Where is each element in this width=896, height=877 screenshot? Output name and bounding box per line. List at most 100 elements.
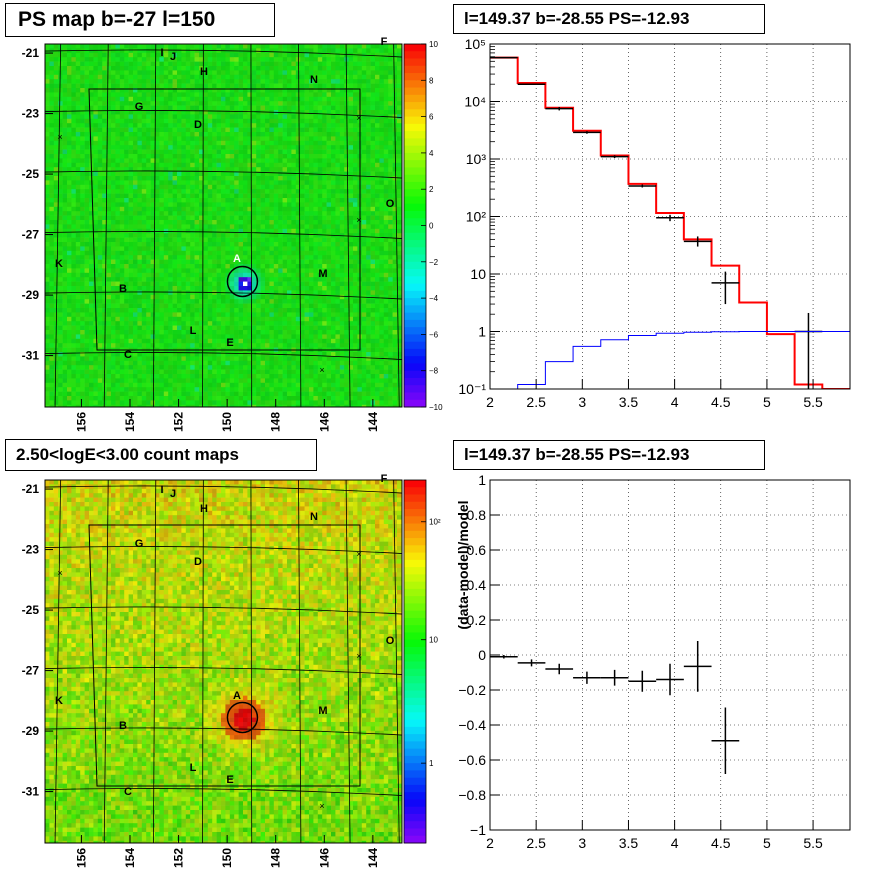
ps-pixel [225,224,231,230]
ps-pixel [115,149,121,155]
ps-pixel [287,189,292,194]
ps-pixel [177,118,182,124]
ps-pixel [115,290,121,296]
ps-pixel [89,233,94,238]
ps-pixel [273,281,279,287]
ps-pixel [177,57,182,62]
ps-pixel [67,74,72,80]
ps-pixel [229,154,235,159]
ps-pixel [141,79,147,84]
ps-pixel [181,189,187,194]
ps-pixel [366,96,371,102]
ps-pixel [304,255,310,260]
ps-pixel [366,272,371,278]
ps-pixel [190,259,195,265]
ps-pixel [295,272,301,278]
ps-pixel [190,101,195,106]
ps-pixel [225,162,231,168]
ps-pixel [278,255,283,260]
ps-pixel [392,211,398,216]
ps-pixel [260,140,266,146]
ps-pixel [322,66,327,71]
ps-pixel [49,167,55,172]
ps-pixel [216,281,222,287]
ps-pixel [177,250,182,256]
ps-pixel [203,149,209,155]
ps-pixel [155,259,160,265]
ps-pixel [273,57,279,62]
ps-pixel [383,88,389,93]
ps-pixel [287,136,292,142]
ps-pixel [300,286,305,291]
ps-pixel [97,48,103,54]
ps-pixel [300,149,305,155]
ps-pixel [190,206,195,212]
ps-pixel [207,136,213,142]
ps-pixel [111,259,116,265]
ps-pixel [291,171,297,177]
ps-pixel [115,132,121,137]
ps-pixel [49,259,55,265]
ps-pixel [203,176,209,181]
ps-pixel [58,272,63,278]
ps-pixel [344,123,349,128]
ps-pixel [313,123,319,128]
ps-pixel [168,242,173,247]
ps-pixel [269,237,275,243]
ps-pixel [185,224,191,230]
ps-pixel [62,206,68,212]
ps-pixel [89,272,94,278]
ps-pixel [339,259,345,265]
ps-pixel [93,48,99,54]
ps-pixel [353,167,358,172]
ps-pixel [287,202,292,208]
ps-pixel [260,308,266,313]
ps-pixel [106,88,112,93]
ps-pixel [295,237,301,243]
ps-pixel [379,74,385,80]
ps-pixel [265,237,270,243]
ps-pixel [199,294,204,300]
ps-pixel [150,96,156,102]
ps-pixel [93,149,99,155]
ps-pixel [150,118,156,124]
ps-pixel [317,272,323,278]
ps-pixel [185,277,191,282]
ps-pixel [185,136,191,142]
ps-pixel [300,167,305,172]
ps-pixel [80,149,85,155]
ps-pixel [115,114,121,120]
ps-pixel [251,189,257,194]
ps-pixel [111,96,116,102]
ps-pixel [326,198,332,203]
ps-pixel [199,105,204,111]
ps-pixel [269,92,275,98]
ps-pixel [282,145,288,150]
ps-pixel [137,66,143,71]
ps-pixel [133,264,138,269]
ps-pixel [238,228,244,234]
ps-pixel [97,242,103,247]
ps-pixel [273,167,279,172]
ps-pixel [366,167,371,172]
ps-pixel [106,215,112,221]
ps-pixel [278,96,283,102]
ps-pixel [295,127,301,133]
ps-pixel [322,154,327,159]
ps-pixel [159,79,165,84]
ps-pixel [150,189,156,194]
ps-pixel [150,176,156,181]
ps-pixel [291,96,297,102]
ps-pixel [375,286,380,291]
ps-pixel [181,145,187,150]
ps-pixel [53,105,59,111]
ps-pixel [278,52,283,58]
ps-pixel [234,184,239,190]
ps-pixel [273,48,279,54]
ps-pixel [84,180,90,186]
ps-pixel [383,281,389,287]
ps-pixel [313,286,319,291]
ps-pixel [133,198,138,203]
ps-pixel [102,259,107,265]
ps-pixel [256,92,261,98]
